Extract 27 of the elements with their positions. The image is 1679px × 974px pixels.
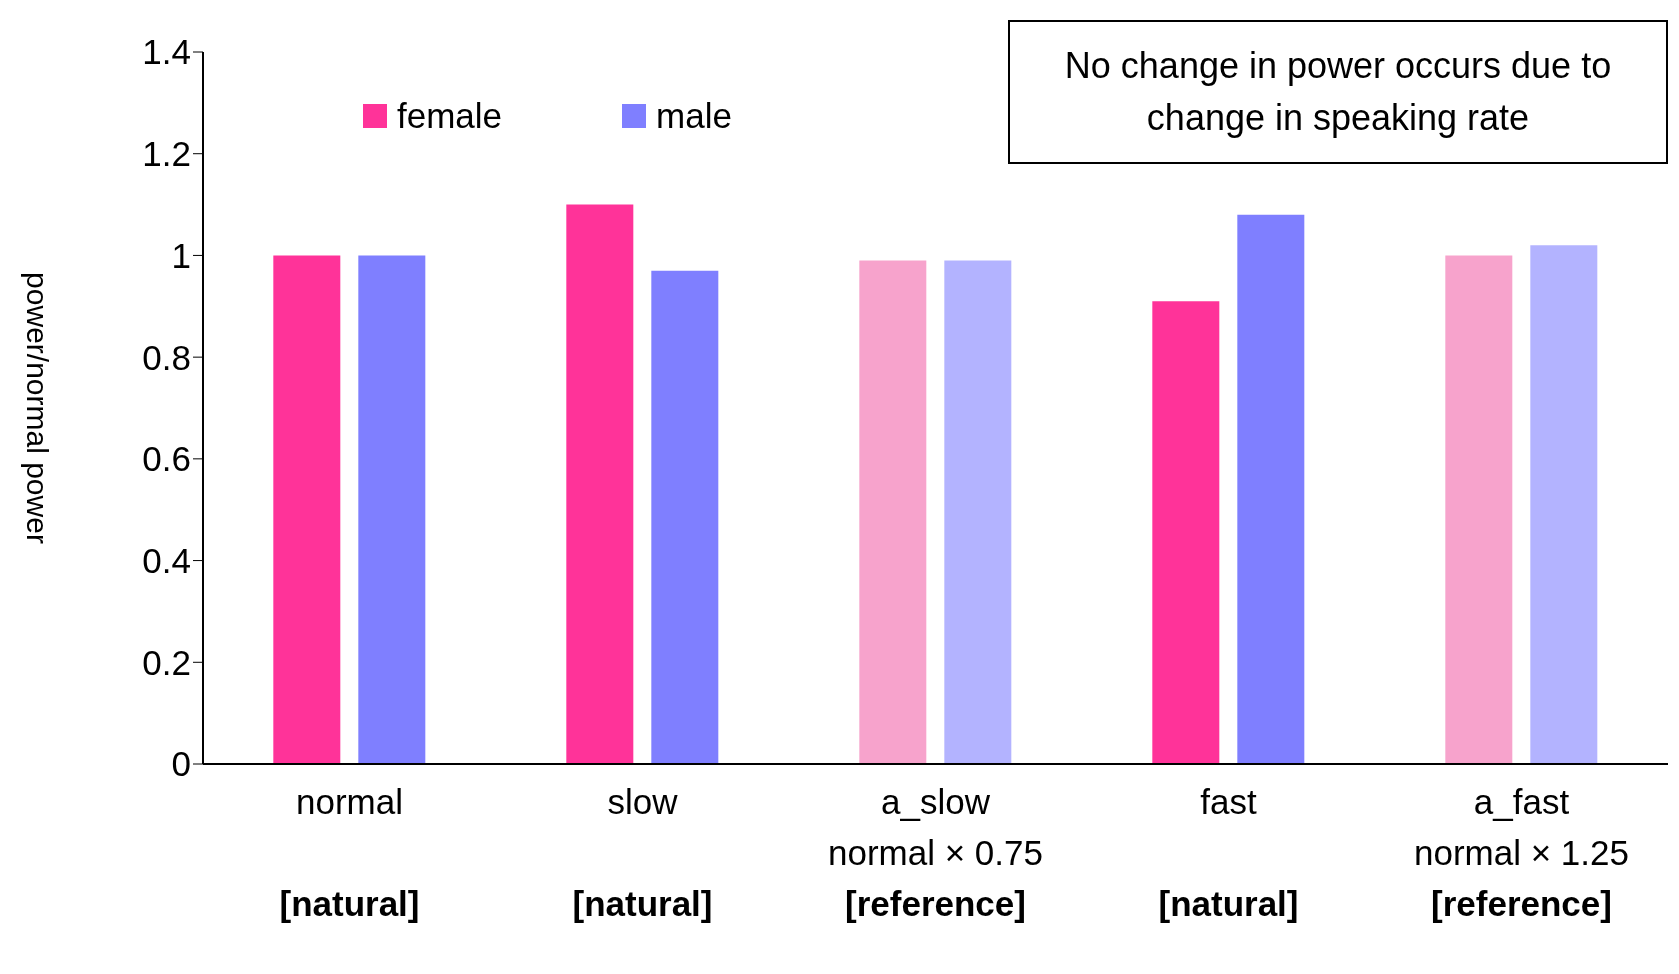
y-tick-label: 1.4 xyxy=(142,32,191,72)
y-tick-label: 0 xyxy=(171,744,191,784)
category-label: fast [natural] xyxy=(1158,782,1299,923)
annotation: No change in power occurs due to change in speaking rate xyxy=(1008,20,1668,165)
y-tick-label: 0.4 xyxy=(142,541,191,580)
y-tick-label: 0.2 xyxy=(142,642,191,682)
bar xyxy=(859,260,927,764)
legend-label: female xyxy=(397,96,503,136)
bar xyxy=(1445,255,1513,764)
y-tick-label: 1.2 xyxy=(142,134,191,174)
x-tick-label: a_slow normal × 0.75 [reference] xyxy=(828,782,1043,923)
bar xyxy=(1237,214,1305,764)
bar xyxy=(566,204,634,764)
bar xyxy=(273,255,341,764)
legend-label: male xyxy=(656,96,732,136)
y-tick-label: 0.6 xyxy=(142,439,191,479)
bar xyxy=(651,270,719,764)
bar xyxy=(944,260,1012,764)
category-label: normal [natural] xyxy=(279,782,420,923)
y-axis-title: power/normal power xyxy=(21,272,55,544)
y-tick-label: 1 xyxy=(171,235,191,275)
x-tick-label: a_fast normal × 1.25 [reference] xyxy=(1414,782,1629,923)
category-label: slow [natural] xyxy=(572,782,713,923)
bar xyxy=(358,255,426,764)
y-tick-label: 0.8 xyxy=(142,337,191,377)
bar xyxy=(1530,245,1598,764)
bar xyxy=(1152,301,1220,764)
